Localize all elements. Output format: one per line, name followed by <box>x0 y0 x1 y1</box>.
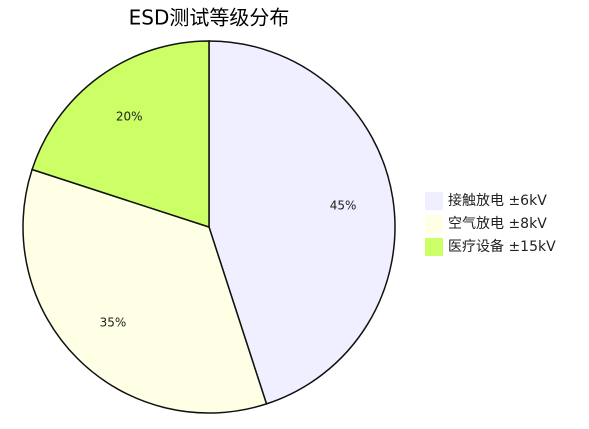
chart-title: ESD测试等级分布 <box>129 6 290 30</box>
pie-slice <box>31 40 210 229</box>
pie-slice <box>208 40 396 405</box>
value-label: 20% <box>116 110 143 124</box>
legend-swatch <box>425 238 443 256</box>
value-label: 45% <box>330 198 357 212</box>
legend-label: 空气放电 ±8kV <box>448 216 547 232</box>
pie-slice <box>22 168 268 414</box>
legend-swatch <box>425 192 443 210</box>
legend-swatch <box>425 215 443 233</box>
value-label: 35% <box>100 316 127 330</box>
legend-label: 接触放电 ±6kV <box>448 192 547 209</box>
legend-label: 医疗设备 ±15kV <box>448 238 556 255</box>
